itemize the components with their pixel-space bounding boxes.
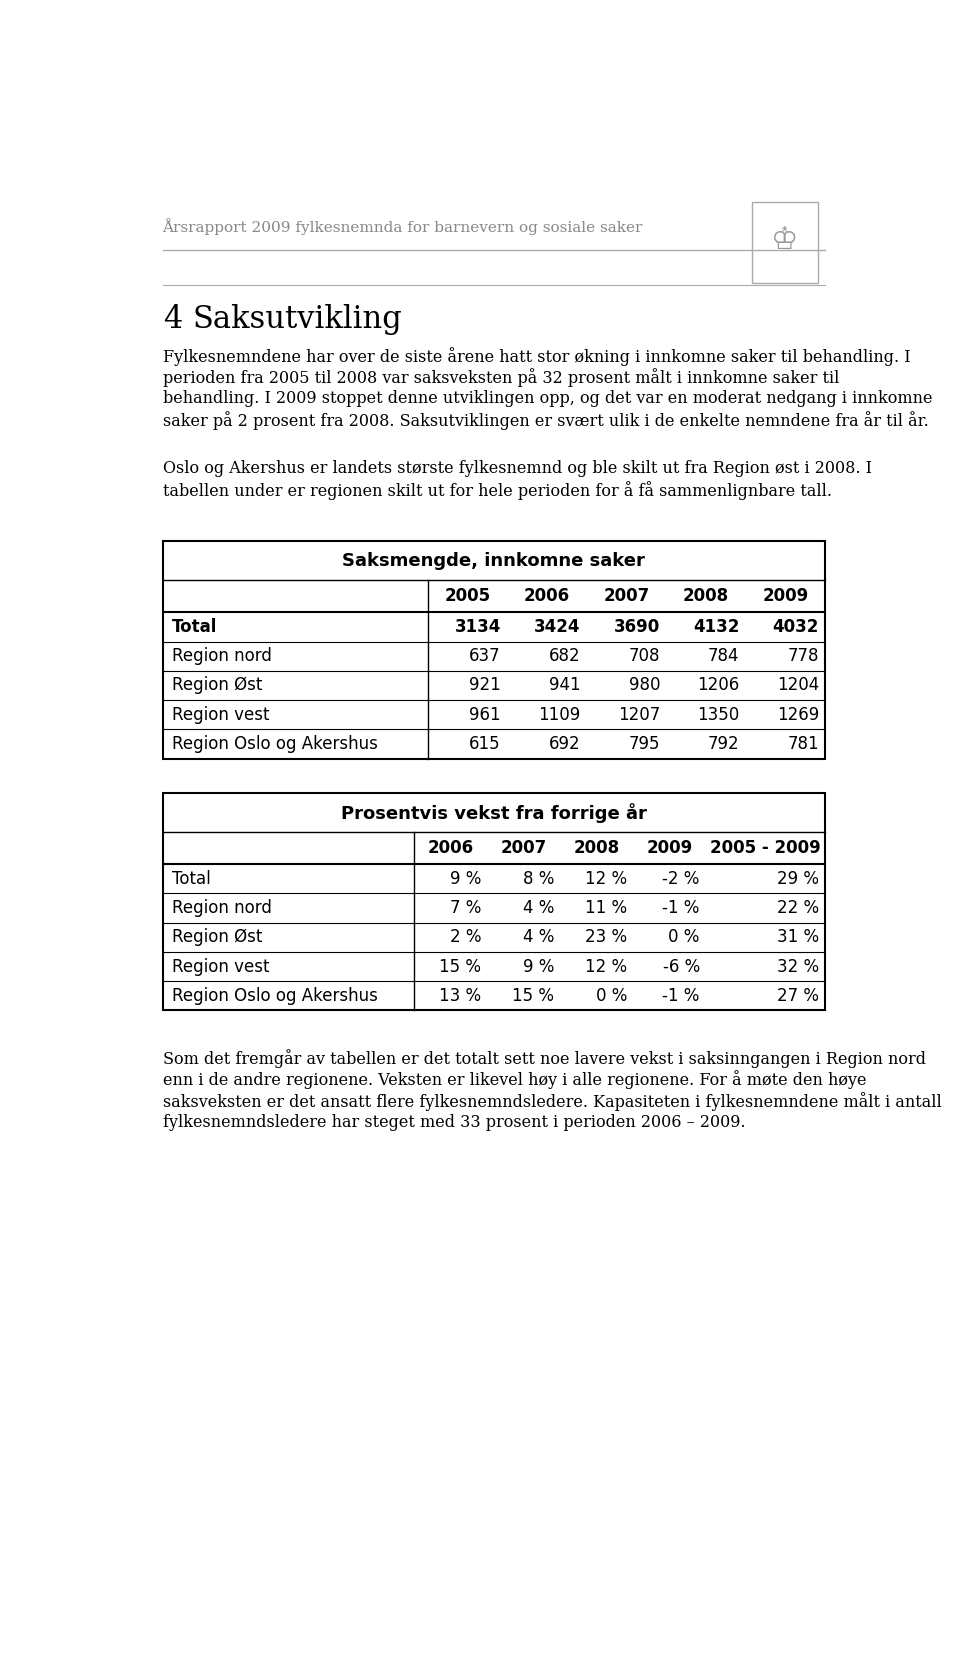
Text: -1 %: -1 % [662,988,700,1004]
Text: 4 %: 4 % [522,900,554,916]
Text: behandling. I 2009 stoppet denne utviklingen opp, og det var en moderat nedgang : behandling. I 2009 stoppet denne utvikli… [162,389,932,408]
Text: 32 %: 32 % [777,958,819,976]
Text: 9 %: 9 % [449,870,481,888]
Text: 13 %: 13 % [439,988,481,1004]
Text: ♔: ♔ [771,225,799,255]
Text: Saksutvikling: Saksutvikling [192,305,402,335]
Text: 2009: 2009 [646,838,693,857]
Text: Region Oslo og Akershus: Region Oslo og Akershus [172,988,378,1004]
Text: 7 %: 7 % [449,900,481,916]
Text: Total: Total [172,870,210,888]
Text: 9 %: 9 % [522,958,554,976]
Text: 3690: 3690 [613,618,660,636]
Text: -2 %: -2 % [662,870,700,888]
Text: saker på 2 prosent fra 2008. Saksutviklingen er svært ulik i de enkelte nemndene: saker på 2 prosent fra 2008. Saksutvikli… [162,411,928,431]
Text: Region nord: Region nord [172,648,272,664]
Text: 2008: 2008 [573,838,620,857]
Text: 8 %: 8 % [522,870,554,888]
Text: 637: 637 [469,648,501,664]
Text: 0 %: 0 % [595,988,627,1004]
Text: 961: 961 [469,706,501,724]
Text: 12 %: 12 % [585,870,627,888]
Text: 31 %: 31 % [777,928,819,946]
Text: 1350: 1350 [697,706,739,724]
Text: 692: 692 [549,736,581,752]
Text: 27 %: 27 % [777,988,819,1004]
Text: Region Øst: Region Øst [172,928,262,946]
Text: tabellen under er regionen skilt ut for hele perioden for å få sammenlignbare ta: tabellen under er regionen skilt ut for … [162,482,831,500]
Text: 4132: 4132 [693,618,739,636]
Text: 980: 980 [629,676,660,694]
Text: 2007: 2007 [500,838,547,857]
Text: Prosentvis vekst fra forrige år: Prosentvis vekst fra forrige år [341,802,647,822]
Text: Oslo og Akershus er landets største fylkesnemnd og ble skilt ut fra Region øst i: Oslo og Akershus er landets største fylk… [162,461,872,477]
Text: 0 %: 0 % [668,928,700,946]
Text: 1269: 1269 [777,706,819,724]
Text: 784: 784 [708,648,739,664]
Text: 2005 - 2009: 2005 - 2009 [710,838,821,857]
Text: 23 %: 23 % [585,928,627,946]
Text: perioden fra 2005 til 2008 var saksveksten på 32 prosent målt i innkomne saker t: perioden fra 2005 til 2008 var saksvekst… [162,368,839,388]
Text: 615: 615 [469,736,501,752]
Text: 29 %: 29 % [777,870,819,888]
Text: Saksmengde, innkomne saker: Saksmengde, innkomne saker [343,552,645,570]
Text: 1207: 1207 [618,706,660,724]
Text: -6 %: -6 % [662,958,700,976]
Text: 708: 708 [629,648,660,664]
Text: Region nord: Region nord [172,900,272,916]
Text: 3134: 3134 [455,618,501,636]
Text: 2005: 2005 [444,587,491,605]
Text: 941: 941 [549,676,581,694]
Bar [162,542,826,759]
Text: 12 %: 12 % [585,958,627,976]
Text: Som det fremgår av tabellen er det totalt sett noe lavere vekst i saksinngangen : Som det fremgår av tabellen er det total… [162,1049,925,1067]
Text: 2006: 2006 [524,587,570,605]
Text: Region vest: Region vest [172,706,270,724]
Text: 795: 795 [629,736,660,752]
Text: Region Øst: Region Øst [172,676,262,694]
Bar [162,794,826,1011]
Text: 778: 778 [787,648,819,664]
Text: 792: 792 [708,736,739,752]
Text: Fylkesnemndene har over de siste årene hatt stor økning i innkomne saker til beh: Fylkesnemndene har over de siste årene h… [162,346,910,366]
Text: 11 %: 11 % [585,900,627,916]
Text: 3424: 3424 [534,618,581,636]
Text: Årsrapport 2009 fylkesnemnda for barnevern og sosiale saker: Årsrapport 2009 fylkesnemnda for barneve… [162,219,643,235]
Text: 15 %: 15 % [512,988,554,1004]
Text: Region vest: Region vest [172,958,270,976]
Text: Total: Total [172,618,217,636]
Text: 4032: 4032 [773,618,819,636]
Text: 2006: 2006 [428,838,474,857]
Text: 1204: 1204 [777,676,819,694]
Text: Region Oslo og Akershus: Region Oslo og Akershus [172,736,378,752]
Text: 2 %: 2 % [449,928,481,946]
Text: 2007: 2007 [603,587,650,605]
Text: 2008: 2008 [683,587,729,605]
Text: 921: 921 [469,676,501,694]
Text: saksveksten er det ansatt flere fylkesnemndsledere. Kapasiteten i fylkesnemndene: saksveksten er det ansatt flere fylkesne… [162,1092,942,1110]
Text: 22 %: 22 % [777,900,819,916]
Bar [752,202,818,283]
Text: 4: 4 [162,305,181,335]
Text: -1 %: -1 % [662,900,700,916]
Text: 4 %: 4 % [522,928,554,946]
Text: 781: 781 [787,736,819,752]
Text: 15 %: 15 % [439,958,481,976]
Text: 2009: 2009 [762,587,808,605]
Text: 682: 682 [549,648,581,664]
Text: 1109: 1109 [539,706,581,724]
Text: fylkesnemndsledere har steget med 33 prosent i perioden 2006 – 2009.: fylkesnemndsledere har steget med 33 pro… [162,1114,745,1130]
Text: enn i de andre regionene. Veksten er likevel høy i alle regionene. For å møte de: enn i de andre regionene. Veksten er lik… [162,1070,866,1089]
Text: 1206: 1206 [697,676,739,694]
